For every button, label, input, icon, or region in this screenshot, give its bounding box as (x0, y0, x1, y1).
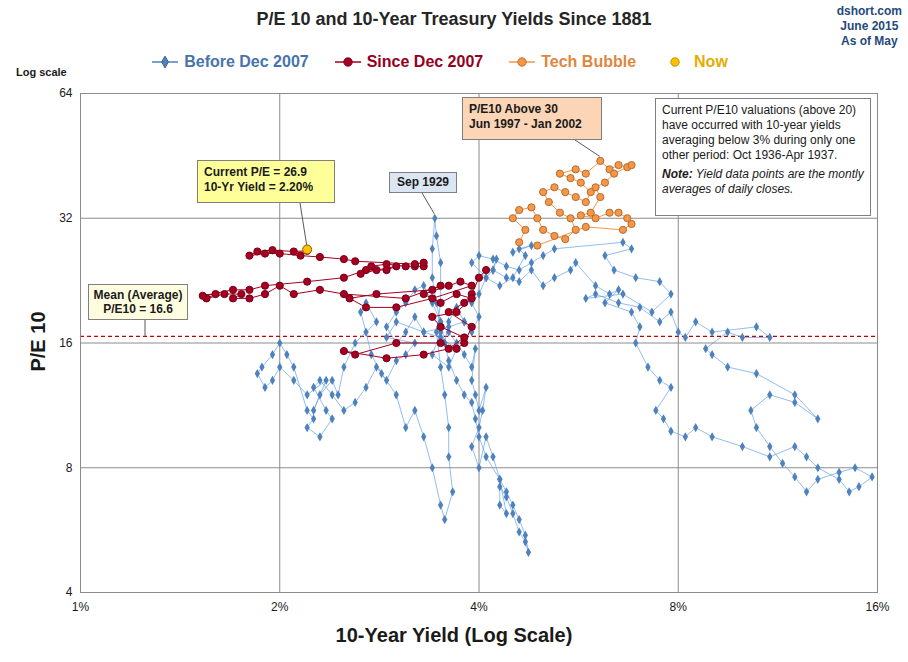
html-text:10-Yr Yield = 2.20%: 10-Yr Yield = 2.20% (204, 180, 314, 194)
html-text:Sep 1929: Sep 1929 (397, 175, 449, 189)
html-text:June 2015: June 2015 (840, 19, 899, 33)
html-text:Note: Yield data points are th: Note: Yield data points are the montly a… (662, 167, 864, 196)
html-text:Current P/E10 valuations (abov: Current P/E10 valuations (above 20) have… (662, 103, 857, 162)
svg-text:1%: 1% (72, 600, 90, 614)
html-text:Jun 1997 - Jan 2002: Jun 1997 - Jan 2002 (469, 117, 582, 131)
svg-text:64: 64 (59, 86, 73, 100)
html-text:P/E10 = 16.6: P/E10 = 16.6 (103, 302, 173, 316)
svg-text:16: 16 (59, 336, 73, 350)
html-text:Mean (Average): Mean (Average) (93, 288, 183, 302)
svg-text:2%: 2% (271, 600, 289, 614)
svg-text:4: 4 (66, 585, 73, 599)
svg-text:32: 32 (59, 211, 73, 225)
svg-text:8: 8 (66, 461, 73, 475)
html-text:P/E 10: P/E 10 (26, 311, 49, 372)
html-text:dshort.com: dshort.com (836, 4, 902, 18)
html-text:P/E 10 and 10-Year Treasury Yi: P/E 10 and 10-Year Treasury Yields Since… (256, 9, 652, 29)
html-text:10-Year Yield (Log Scale): 10-Year Yield (Log Scale) (335, 624, 573, 646)
svg-text:8%: 8% (670, 600, 688, 614)
html-text:Current P/E = 26.9: Current P/E = 26.9 (204, 165, 307, 179)
html-text:P/E10 Above 30: P/E10 Above 30 (469, 102, 558, 116)
svg-text:4%: 4% (470, 600, 488, 614)
html-text:Log scale: Log scale (16, 66, 67, 78)
html-text:Tech Bubble: Tech Bubble (541, 53, 636, 70)
html-text:Now: Now (694, 53, 728, 70)
svg-text:16%: 16% (865, 600, 889, 614)
html-text:Before Dec 2007: Before Dec 2007 (184, 53, 309, 70)
html-text:As of May: As of May (841, 34, 898, 48)
html-text:Since Dec 2007: Since Dec 2007 (366, 53, 484, 70)
